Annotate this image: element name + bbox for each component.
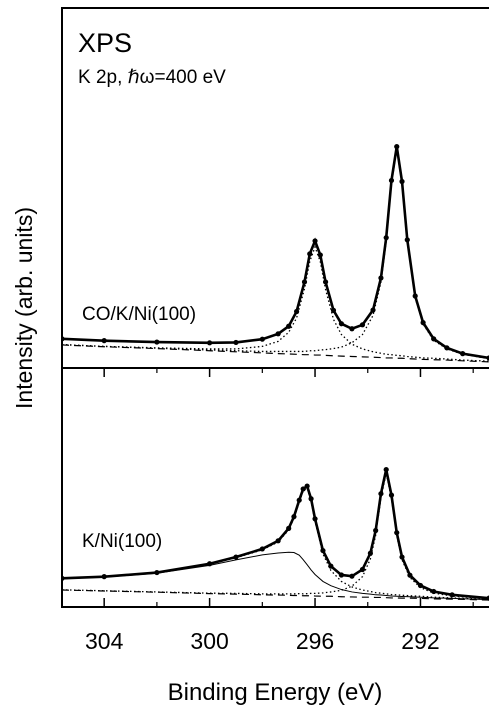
data-point bbox=[431, 588, 437, 595]
data-point bbox=[444, 345, 450, 351]
data-point bbox=[383, 466, 389, 473]
data-point bbox=[300, 486, 306, 492]
data-point bbox=[307, 251, 313, 257]
data-point bbox=[394, 530, 400, 536]
data-point bbox=[330, 307, 337, 313]
data-point bbox=[320, 547, 326, 554]
data-point bbox=[233, 554, 239, 560]
data-point bbox=[301, 279, 308, 285]
fit-line bbox=[62, 589, 489, 601]
chart-title: XPS bbox=[78, 28, 132, 58]
data-point bbox=[101, 338, 107, 344]
data-point bbox=[275, 538, 281, 544]
fit-line bbox=[62, 344, 489, 363]
data-point bbox=[359, 322, 366, 328]
data-point bbox=[286, 323, 292, 329]
x-tick-label: 296 bbox=[296, 628, 334, 654]
data-point bbox=[338, 572, 344, 578]
fit-line bbox=[62, 487, 489, 600]
data-point bbox=[275, 331, 281, 337]
data-point bbox=[317, 252, 323, 258]
data-point bbox=[349, 326, 355, 332]
data-point bbox=[259, 546, 265, 552]
data-point bbox=[399, 178, 405, 185]
fit-line bbox=[62, 245, 489, 362]
x-tick-label: 292 bbox=[401, 628, 439, 654]
x-tick-label: 304 bbox=[85, 628, 124, 654]
data-point bbox=[328, 563, 334, 569]
data-point bbox=[233, 339, 239, 346]
data-point bbox=[349, 573, 355, 579]
data-point bbox=[431, 336, 437, 342]
panel-label: CO/K/Ni(100) bbox=[82, 304, 196, 325]
data-point bbox=[154, 339, 160, 345]
data-point bbox=[338, 321, 344, 327]
data-point bbox=[373, 527, 379, 534]
data-point bbox=[394, 144, 400, 150]
fit-line bbox=[62, 473, 489, 600]
fit-line bbox=[62, 551, 489, 601]
x-tick-label: 300 bbox=[190, 628, 228, 654]
data-point bbox=[62, 336, 65, 342]
data-point bbox=[412, 293, 418, 299]
panel bbox=[62, 466, 489, 601]
x-axis-label: Binding Energy (eV) bbox=[168, 679, 383, 705]
data-point bbox=[420, 320, 426, 326]
panel bbox=[62, 144, 489, 363]
data-point bbox=[388, 492, 395, 498]
data-point bbox=[312, 238, 318, 244]
data-point bbox=[286, 525, 292, 531]
data-point bbox=[304, 483, 310, 489]
plot-frame bbox=[61, 7, 489, 608]
fit-line bbox=[62, 149, 489, 360]
y-axis-label: Intensity (arb. units) bbox=[11, 207, 37, 409]
panel-label: K/Ni(100) bbox=[82, 531, 162, 552]
chart-subtitle: K 2p, ℏω=400 eV bbox=[78, 67, 226, 88]
data-line bbox=[62, 146, 489, 360]
data-point bbox=[207, 340, 213, 346]
data-point bbox=[359, 566, 366, 573]
data-point bbox=[407, 572, 413, 578]
data-point bbox=[259, 336, 265, 342]
data-point bbox=[322, 279, 329, 285]
